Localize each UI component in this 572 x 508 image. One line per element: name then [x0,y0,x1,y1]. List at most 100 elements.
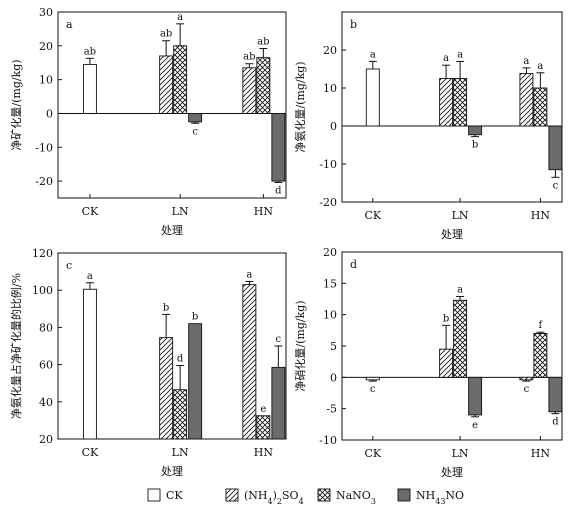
x-axis-label: 处理 [161,224,183,237]
y-tick-label: 15 [323,277,337,290]
bar-LN-3 [468,125,483,136]
y-tick-label: 40 [39,396,53,409]
x-tick-label: HN [254,446,274,459]
significance-letter: ab [84,46,96,57]
significance-letter: a [523,56,529,67]
y-tick-label: 20 [323,44,337,57]
significance-letter: a [457,284,463,295]
panel-label: d [350,258,357,271]
bar-HN-1 [519,376,534,381]
y-tick-label: 60 [39,359,53,372]
significance-letter: ab [160,29,172,40]
legend-label: CK [166,489,183,502]
significance-letter: a [177,12,183,23]
bar-HN-1 [519,73,534,127]
y-tick-label: -10 [35,141,53,154]
y-tick-label: -20 [35,175,53,188]
bar-HN-3 [548,125,563,171]
bar-LN-3 [468,376,483,416]
y-tick-label: 120 [32,247,53,260]
x-tick-label: HN [531,209,551,222]
y-tick-label: -10 [319,158,337,171]
significance-letter: d [275,185,282,196]
y-axis-label: 净硝化量/(mg/kg) [293,300,307,391]
bar-LN-2 [173,389,188,440]
legend-label: NH43NO [416,489,464,506]
significance-letter: b [192,312,198,323]
bar-LN-1 [439,78,454,127]
significance-letter: b [443,313,449,324]
y-axis-label: 净氨化量占净矿化量的比例/% [9,273,23,419]
x-tick-label: LN [172,205,189,218]
bar-CK-0 [82,288,97,440]
bar-LN-3 [188,323,203,440]
plot-frame [57,11,287,199]
bar-HN-1 [242,284,257,440]
bar-HN-2 [533,333,548,378]
bar-LN-2 [453,78,468,127]
y-tick-label: 10 [39,74,53,87]
y-tick-label: 20 [39,40,53,53]
significance-letter: c [370,384,376,395]
bar-LN-1 [159,55,174,114]
significance-letter: a [370,49,376,60]
y-tick-label: 20 [323,246,337,259]
x-axis-label: 处理 [161,465,183,478]
bar-LN-2 [173,45,188,114]
significance-letter: c [553,180,559,191]
y-tick-label: 30 [39,6,53,19]
y-tick-label: 5 [330,340,337,353]
x-tick-label: CK [82,205,99,218]
significance-letter: c [192,126,198,137]
bar-LN-1 [159,337,174,440]
significance-letter: e [472,420,478,431]
legend-swatch [397,488,411,502]
x-tick-label: CK [364,209,381,222]
x-axis-label: 处理 [441,228,463,241]
legend-swatch [317,488,331,502]
panel-c: 20 40 60 80 100 120 CK LN HN 处理 净氨化量占净矿化量的比例/% c a b d… [9,247,287,478]
bar-CK-0 [82,63,97,114]
significance-letter: d [552,417,559,428]
bar-HN-3 [271,113,286,182]
plot-frame [341,251,563,441]
panel-label: c [66,259,72,272]
legend: CK (NH4)2SO4 NaNO3 NH43NO [147,488,464,506]
bar-CK-0 [365,68,380,127]
bar-HN-2 [533,87,548,127]
significance-letter: e [260,404,266,415]
significance-letter: f [539,320,544,331]
bar-LN-1 [439,348,454,378]
legend-label: NaNO3 [336,489,376,506]
significance-letter: c [276,334,282,345]
y-tick-label: 20 [39,433,53,446]
significance-letter: a [87,271,93,282]
significance-letter: d [177,354,184,365]
legend-swatch [225,488,239,502]
panel-label: b [350,18,357,31]
significance-letter: c [524,384,530,395]
y-tick-label: -5 [326,403,337,416]
x-tick-label: HN [254,205,274,218]
x-axis-label: 处理 [441,466,463,479]
legend-label: (NH4)2SO4 [244,489,304,506]
bar-HN-3 [548,376,563,413]
x-tick-label: CK [82,446,99,459]
x-tick-label: LN [172,446,189,459]
y-tick-label: 10 [323,82,337,95]
significance-letter: a [537,61,543,72]
y-axis-label: 净氨化量/(mg/kg) [293,61,307,152]
significance-letter: a [457,49,463,60]
bar-HN-3 [271,366,286,440]
y-tick-label: 80 [39,321,53,334]
plot-frame [341,11,563,203]
y-tick-label: 100 [32,284,53,297]
panel-d: -10 -5 0 5 10 15 20 CK LN HN 处理 净硝化量/(mg/kg) d c b a e c f… [293,246,563,479]
legend-swatch [147,488,161,502]
bar-LN-3 [188,113,203,123]
x-tick-label: CK [364,447,381,460]
bar-HN-2 [256,415,271,440]
